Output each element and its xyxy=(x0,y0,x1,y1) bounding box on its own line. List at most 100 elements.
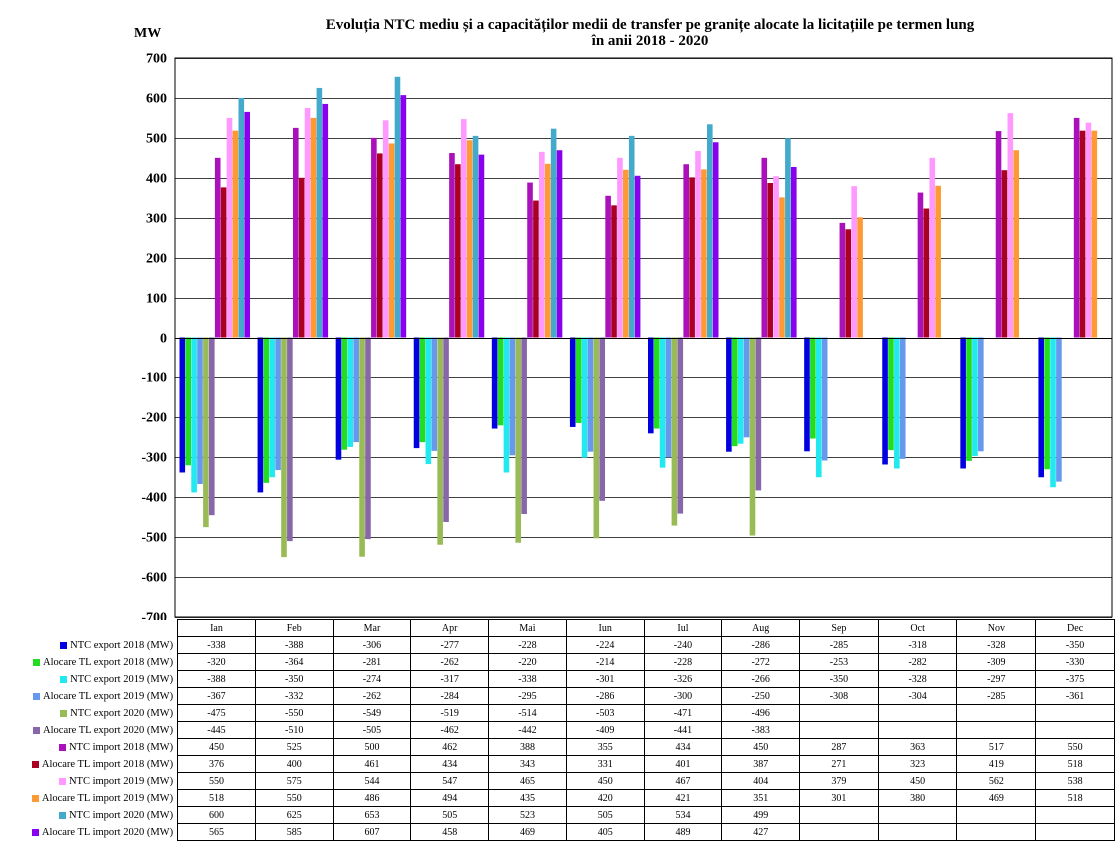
data-label: 363 xyxy=(877,738,958,756)
bar-feb-4 xyxy=(281,337,287,558)
legend-swatch xyxy=(60,641,68,649)
legend-swatch xyxy=(33,726,41,734)
legend-entry: Alocare TL import 2020 (MW) xyxy=(41,826,174,838)
bar-ian-4 xyxy=(203,337,209,528)
bar-sep-7 xyxy=(845,229,852,338)
data-label: 434 xyxy=(410,755,490,773)
data-label: -375 xyxy=(1035,670,1115,688)
bar-apr-3 xyxy=(431,337,438,451)
data-label: -253 xyxy=(799,653,879,671)
data-label: -277 xyxy=(410,636,490,654)
bar-iun-6 xyxy=(605,195,611,338)
bar-mai-7 xyxy=(533,200,539,338)
y-tick-label: 0 xyxy=(160,332,167,347)
bar-feb-7 xyxy=(298,177,305,338)
bar-nov-6 xyxy=(995,131,1002,338)
bar-ian-5 xyxy=(209,337,215,516)
data-label: 469 xyxy=(488,823,567,841)
data-label: 376 xyxy=(177,755,256,773)
data-label: 585 xyxy=(254,823,334,841)
y-tick-label: 500 xyxy=(146,132,167,147)
data-label: 550 xyxy=(1035,738,1115,756)
data-label: 351 xyxy=(721,789,801,807)
data-label: 343 xyxy=(488,755,567,773)
bar-mai-3 xyxy=(509,337,516,456)
data-label: 467 xyxy=(643,772,723,790)
bar-nov-8 xyxy=(1007,113,1014,338)
data-label: 518 xyxy=(177,789,256,807)
table-row: Alocare TL export 2020 (MW) -445 -510 -505-… xyxy=(8,721,1115,739)
bar-mar-5 xyxy=(365,337,371,540)
bar-iun-11 xyxy=(634,175,641,338)
x-tick-label: Dec xyxy=(1035,619,1115,637)
plot-area xyxy=(174,57,1113,618)
data-table: Ian Feb Mar Apr Mai Iun Iul Aug Sep Oct Nov Dec NTC … xyxy=(8,619,1115,841)
legend-entry: Alocare TL export 2018 (MW) xyxy=(43,656,174,668)
data-label: -550 xyxy=(254,704,334,722)
data-label xyxy=(956,721,1037,739)
bar-iun-8 xyxy=(617,157,623,338)
legend-swatch xyxy=(31,760,39,768)
data-label: -441 xyxy=(643,721,723,739)
bar-oct-3 xyxy=(899,337,906,459)
bar-nov-7 xyxy=(1001,170,1008,338)
data-label: -274 xyxy=(332,670,412,688)
data-label: 427 xyxy=(721,823,801,841)
data-label: -220 xyxy=(488,653,567,671)
data-label: -328 xyxy=(877,670,958,688)
data-label: 450 xyxy=(721,738,801,756)
data-label: 600 xyxy=(177,806,256,824)
bar-mai-1 xyxy=(497,337,504,426)
data-label: -300 xyxy=(643,687,723,705)
data-label xyxy=(956,704,1037,722)
bar-feb-0 xyxy=(257,337,264,493)
x-tick-label: Aug xyxy=(721,619,801,637)
bar-apr-8 xyxy=(460,119,467,338)
bar-nov-9 xyxy=(1013,150,1020,338)
data-label: 401 xyxy=(643,755,723,773)
bar-ian-11 xyxy=(244,111,250,338)
y-tick-label: -600 xyxy=(141,571,167,586)
data-label xyxy=(1035,823,1115,841)
data-label: 499 xyxy=(721,806,801,824)
data-label: 400 xyxy=(254,755,334,773)
data-label: 469 xyxy=(956,789,1037,807)
bar-feb-10 xyxy=(316,87,323,338)
data-label: 625 xyxy=(254,806,334,824)
bar-mar-4 xyxy=(359,337,365,557)
bar-iul-9 xyxy=(701,169,707,338)
bar-sep-3 xyxy=(821,337,828,461)
bar-nov-2 xyxy=(972,337,978,457)
y-tick-label: 600 xyxy=(146,92,167,107)
bar-iul-5 xyxy=(677,337,684,514)
x-tick-label: Iun xyxy=(565,619,645,637)
chart-title-line2: în anii 2018 - 2020 xyxy=(591,33,709,49)
bar-aug-11 xyxy=(790,167,797,338)
chart-title: Evoluția NTC mediu și a capacităților me… xyxy=(200,17,1100,49)
data-label: -367 xyxy=(177,687,256,705)
y-tick-label: 700 xyxy=(146,52,167,67)
bar-dec-0 xyxy=(1038,337,1045,478)
data-label: 379 xyxy=(799,772,879,790)
bar-mai-10 xyxy=(550,128,557,338)
data-label: -549 xyxy=(332,704,412,722)
data-label: -318 xyxy=(877,636,958,654)
bar-aug-9 xyxy=(779,197,785,338)
legend-swatch xyxy=(31,828,39,836)
bar-mai-11 xyxy=(556,150,563,338)
bar-aug-7 xyxy=(767,182,773,338)
data-label: 607 xyxy=(332,823,412,841)
data-label: -266 xyxy=(721,670,801,688)
data-label xyxy=(1035,806,1115,824)
bar-feb-2 xyxy=(269,337,275,478)
data-label: -326 xyxy=(643,670,723,688)
bar-iun-10 xyxy=(628,135,635,338)
bar-iun-1 xyxy=(575,337,582,423)
x-tick-label: Sep xyxy=(799,619,879,637)
bar-oct-6 xyxy=(917,192,924,338)
data-label: -317 xyxy=(410,670,490,688)
data-label: 458 xyxy=(410,823,490,841)
data-label: 517 xyxy=(956,738,1037,756)
bar-apr-9 xyxy=(466,140,473,338)
bar-mar-1 xyxy=(341,337,348,450)
